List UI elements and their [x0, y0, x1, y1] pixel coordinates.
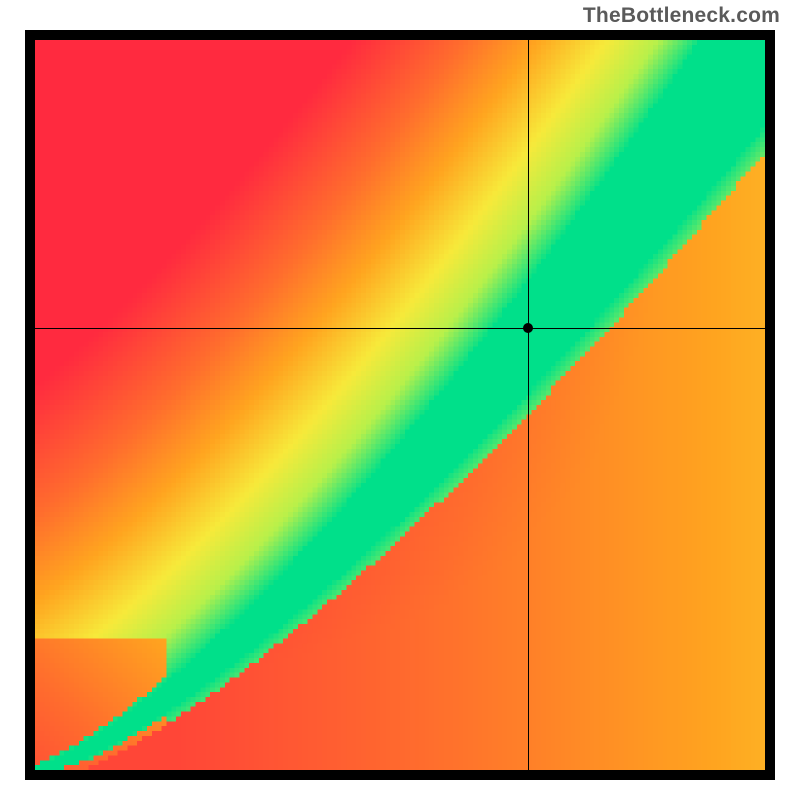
crosshair-vertical: [528, 40, 529, 770]
heatmap-canvas: [35, 40, 765, 770]
crosshair-marker: [523, 323, 533, 333]
crosshair-horizontal: [35, 328, 765, 329]
watermark-text: TheBottleneck.com: [583, 4, 780, 28]
plot-area: [25, 30, 775, 780]
chart-container: TheBottleneck.com: [0, 0, 800, 800]
